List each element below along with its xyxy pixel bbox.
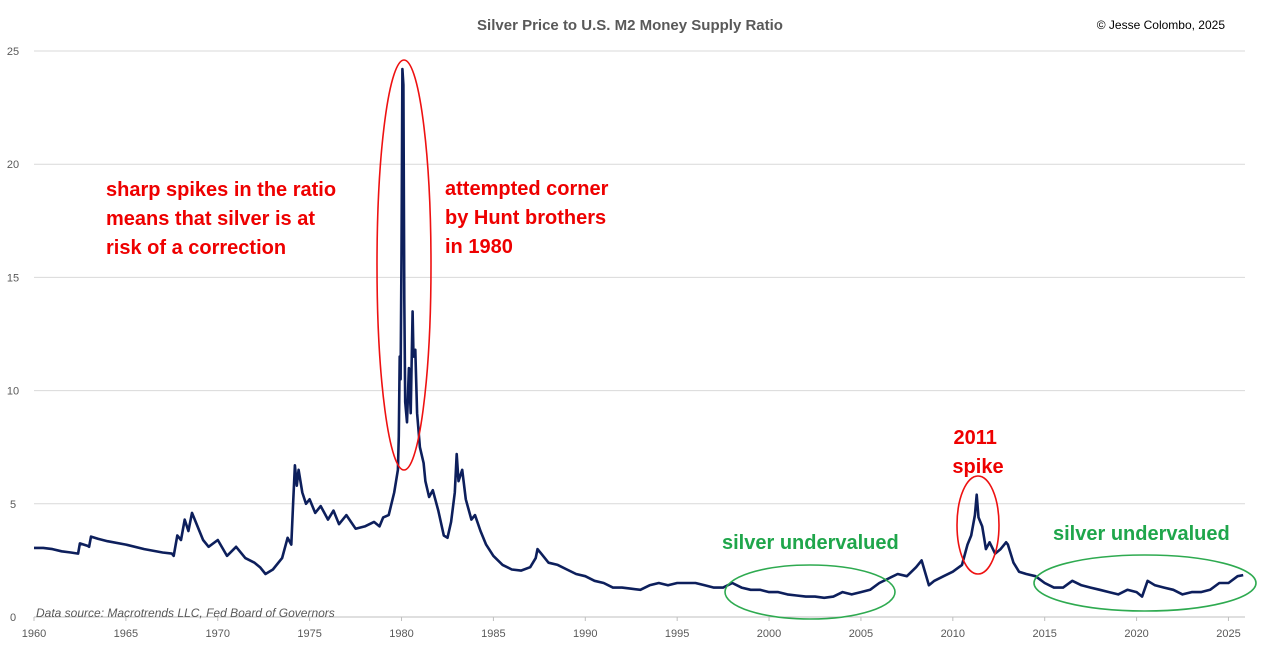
x-tick-label: 1990: [573, 628, 597, 640]
x-tick-label: 1965: [114, 628, 138, 640]
annotation-line: attempted corner: [445, 178, 609, 200]
x-tick-label: 2005: [849, 628, 873, 640]
y-tick-label: 0: [10, 612, 16, 624]
chart-title: Silver Price to U.S. M2 Money Supply Rat…: [477, 17, 783, 34]
series-line-silver-m2: [34, 67, 1244, 600]
highlight-1980-spike: [376, 59, 432, 471]
annotation-line: in 1980: [445, 236, 513, 258]
highlight-2011-spike: [956, 475, 1000, 575]
annotation-line: sharp spikes in the ratio: [106, 179, 336, 201]
annotation-line: by Hunt brothers: [445, 207, 606, 229]
x-axis: 1960 1965 1970 1975 1980 1985 1990 1995 2000 2005…: [22, 617, 1241, 640]
x-tick-label: 1960: [22, 628, 46, 640]
x-tick-label: 1995: [665, 628, 689, 640]
gridlines: [34, 50, 1245, 618]
x-tick-label: 2020: [1124, 628, 1148, 640]
annotation-line: spike: [952, 456, 1003, 478]
x-tick-label: 2025: [1216, 628, 1240, 640]
annotation-line: 2011: [954, 427, 997, 449]
annotation-2011-spike: 2011 spike: [952, 427, 1003, 478]
y-tick-label: 25: [7, 46, 19, 58]
annotation-undervalued-1: silver undervalued: [722, 532, 899, 554]
y-tick-label: 10: [7, 386, 19, 398]
highlight-undervalued-1: [724, 564, 896, 620]
x-tick-label: 2000: [757, 628, 781, 640]
annotation-hunt-note: attempted corner by Hunt brothers in 198…: [445, 178, 614, 258]
x-tick-label: 1975: [297, 628, 321, 640]
data-source-note: Data source: Macrotrends LLC, Fed Board …: [36, 606, 335, 620]
x-tick-label: 1980: [389, 628, 413, 640]
y-axis: 0 5 10 15 20 25: [7, 46, 19, 624]
x-tick-label: 2010: [941, 628, 965, 640]
annotation-line: means that silver is at: [106, 208, 315, 230]
x-tick-label: 1970: [206, 628, 230, 640]
highlight-undervalued-2: [1033, 554, 1257, 612]
y-tick-label: 5: [10, 499, 16, 511]
annotation-spikes-note: sharp spikes in the ratio means that sil…: [106, 179, 342, 259]
y-tick-label: 20: [7, 159, 19, 171]
annotation-line: risk of a correction: [106, 237, 286, 259]
x-tick-label: 2015: [1032, 628, 1056, 640]
copyright-note: © Jesse Colombo, 2025: [1097, 18, 1226, 32]
x-tick-label: 1985: [481, 628, 505, 640]
annotation-undervalued-2: silver undervalued: [1053, 523, 1230, 545]
y-tick-label: 15: [7, 272, 19, 284]
